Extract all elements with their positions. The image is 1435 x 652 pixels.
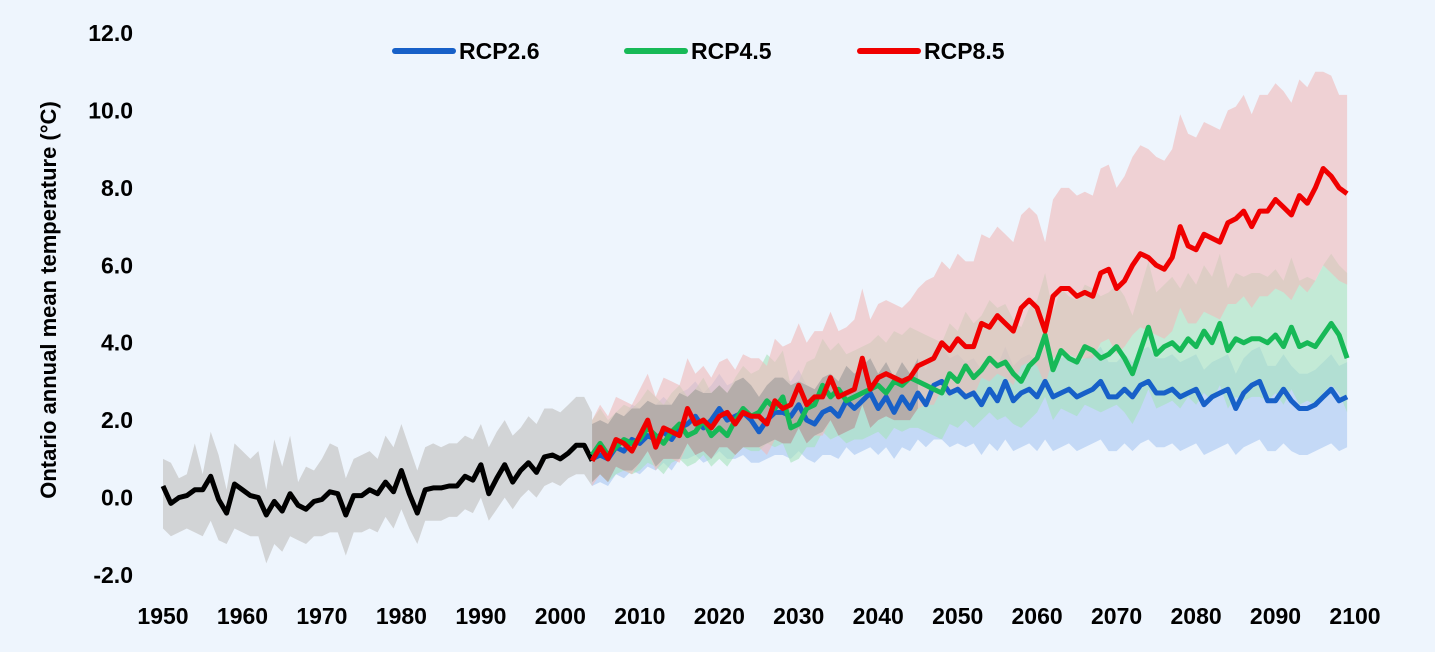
x-tick-label: 2090 [1250, 603, 1301, 629]
y-tick-labels: -2.0 0.0 2.0 4.0 6.0 8.0 10.0 12.0 [88, 20, 133, 588]
rcp85-band [592, 71, 1348, 486]
historical-band [163, 396, 593, 564]
rcp45-legend-label: RCP4.5 [691, 38, 772, 64]
legend: RCP2.6 RCP4.5 RCP8.5 [392, 38, 1005, 64]
y-tick-label: 8.0 [101, 175, 133, 201]
x-tick-label: 1970 [296, 603, 347, 629]
x-tick-label: 1990 [455, 603, 506, 629]
x-tick-label: 1960 [217, 603, 268, 629]
x-tick-label: 2030 [773, 603, 824, 629]
y-tick-label: 4.0 [101, 330, 133, 356]
y-tick-label: 2.0 [101, 407, 133, 433]
rcp45-line [590, 320, 1350, 458]
y-tick-label: 12.0 [88, 20, 133, 46]
y-tick-label: 0.0 [101, 485, 133, 511]
x-tick-labels: 1950 1960 1970 1980 1990 2000 2010 2020 2030 2040… [137, 603, 1380, 629]
series-lines [160, 166, 1350, 518]
x-tick-label: 2050 [932, 603, 983, 629]
x-tick-label: 2070 [1091, 603, 1142, 629]
x-tick-label: 2040 [853, 603, 904, 629]
historical-line [160, 442, 595, 518]
x-tick-label: 2020 [694, 603, 745, 629]
x-tick-label: 1980 [376, 603, 427, 629]
x-tick-label: 2060 [1012, 603, 1063, 629]
y-axis-label: Ontario annual mean temperature (°C) [36, 101, 61, 499]
y-tick-label: 6.0 [101, 252, 133, 278]
rcp85-line [589, 166, 1349, 463]
y-tick-label: 10.0 [88, 97, 133, 123]
rcp26-line [591, 378, 1349, 462]
y-tick-label: -2.0 [93, 562, 133, 588]
rcp26-legend-label: RCP2.6 [459, 38, 540, 64]
rcp85-legend-label: RCP8.5 [924, 38, 1005, 64]
x-tick-label: 2100 [1329, 603, 1380, 629]
x-tick-label: 1950 [137, 603, 188, 629]
x-tick-label: 2010 [614, 603, 665, 629]
x-tick-label: 2080 [1171, 603, 1222, 629]
x-tick-label: 2000 [535, 603, 586, 629]
